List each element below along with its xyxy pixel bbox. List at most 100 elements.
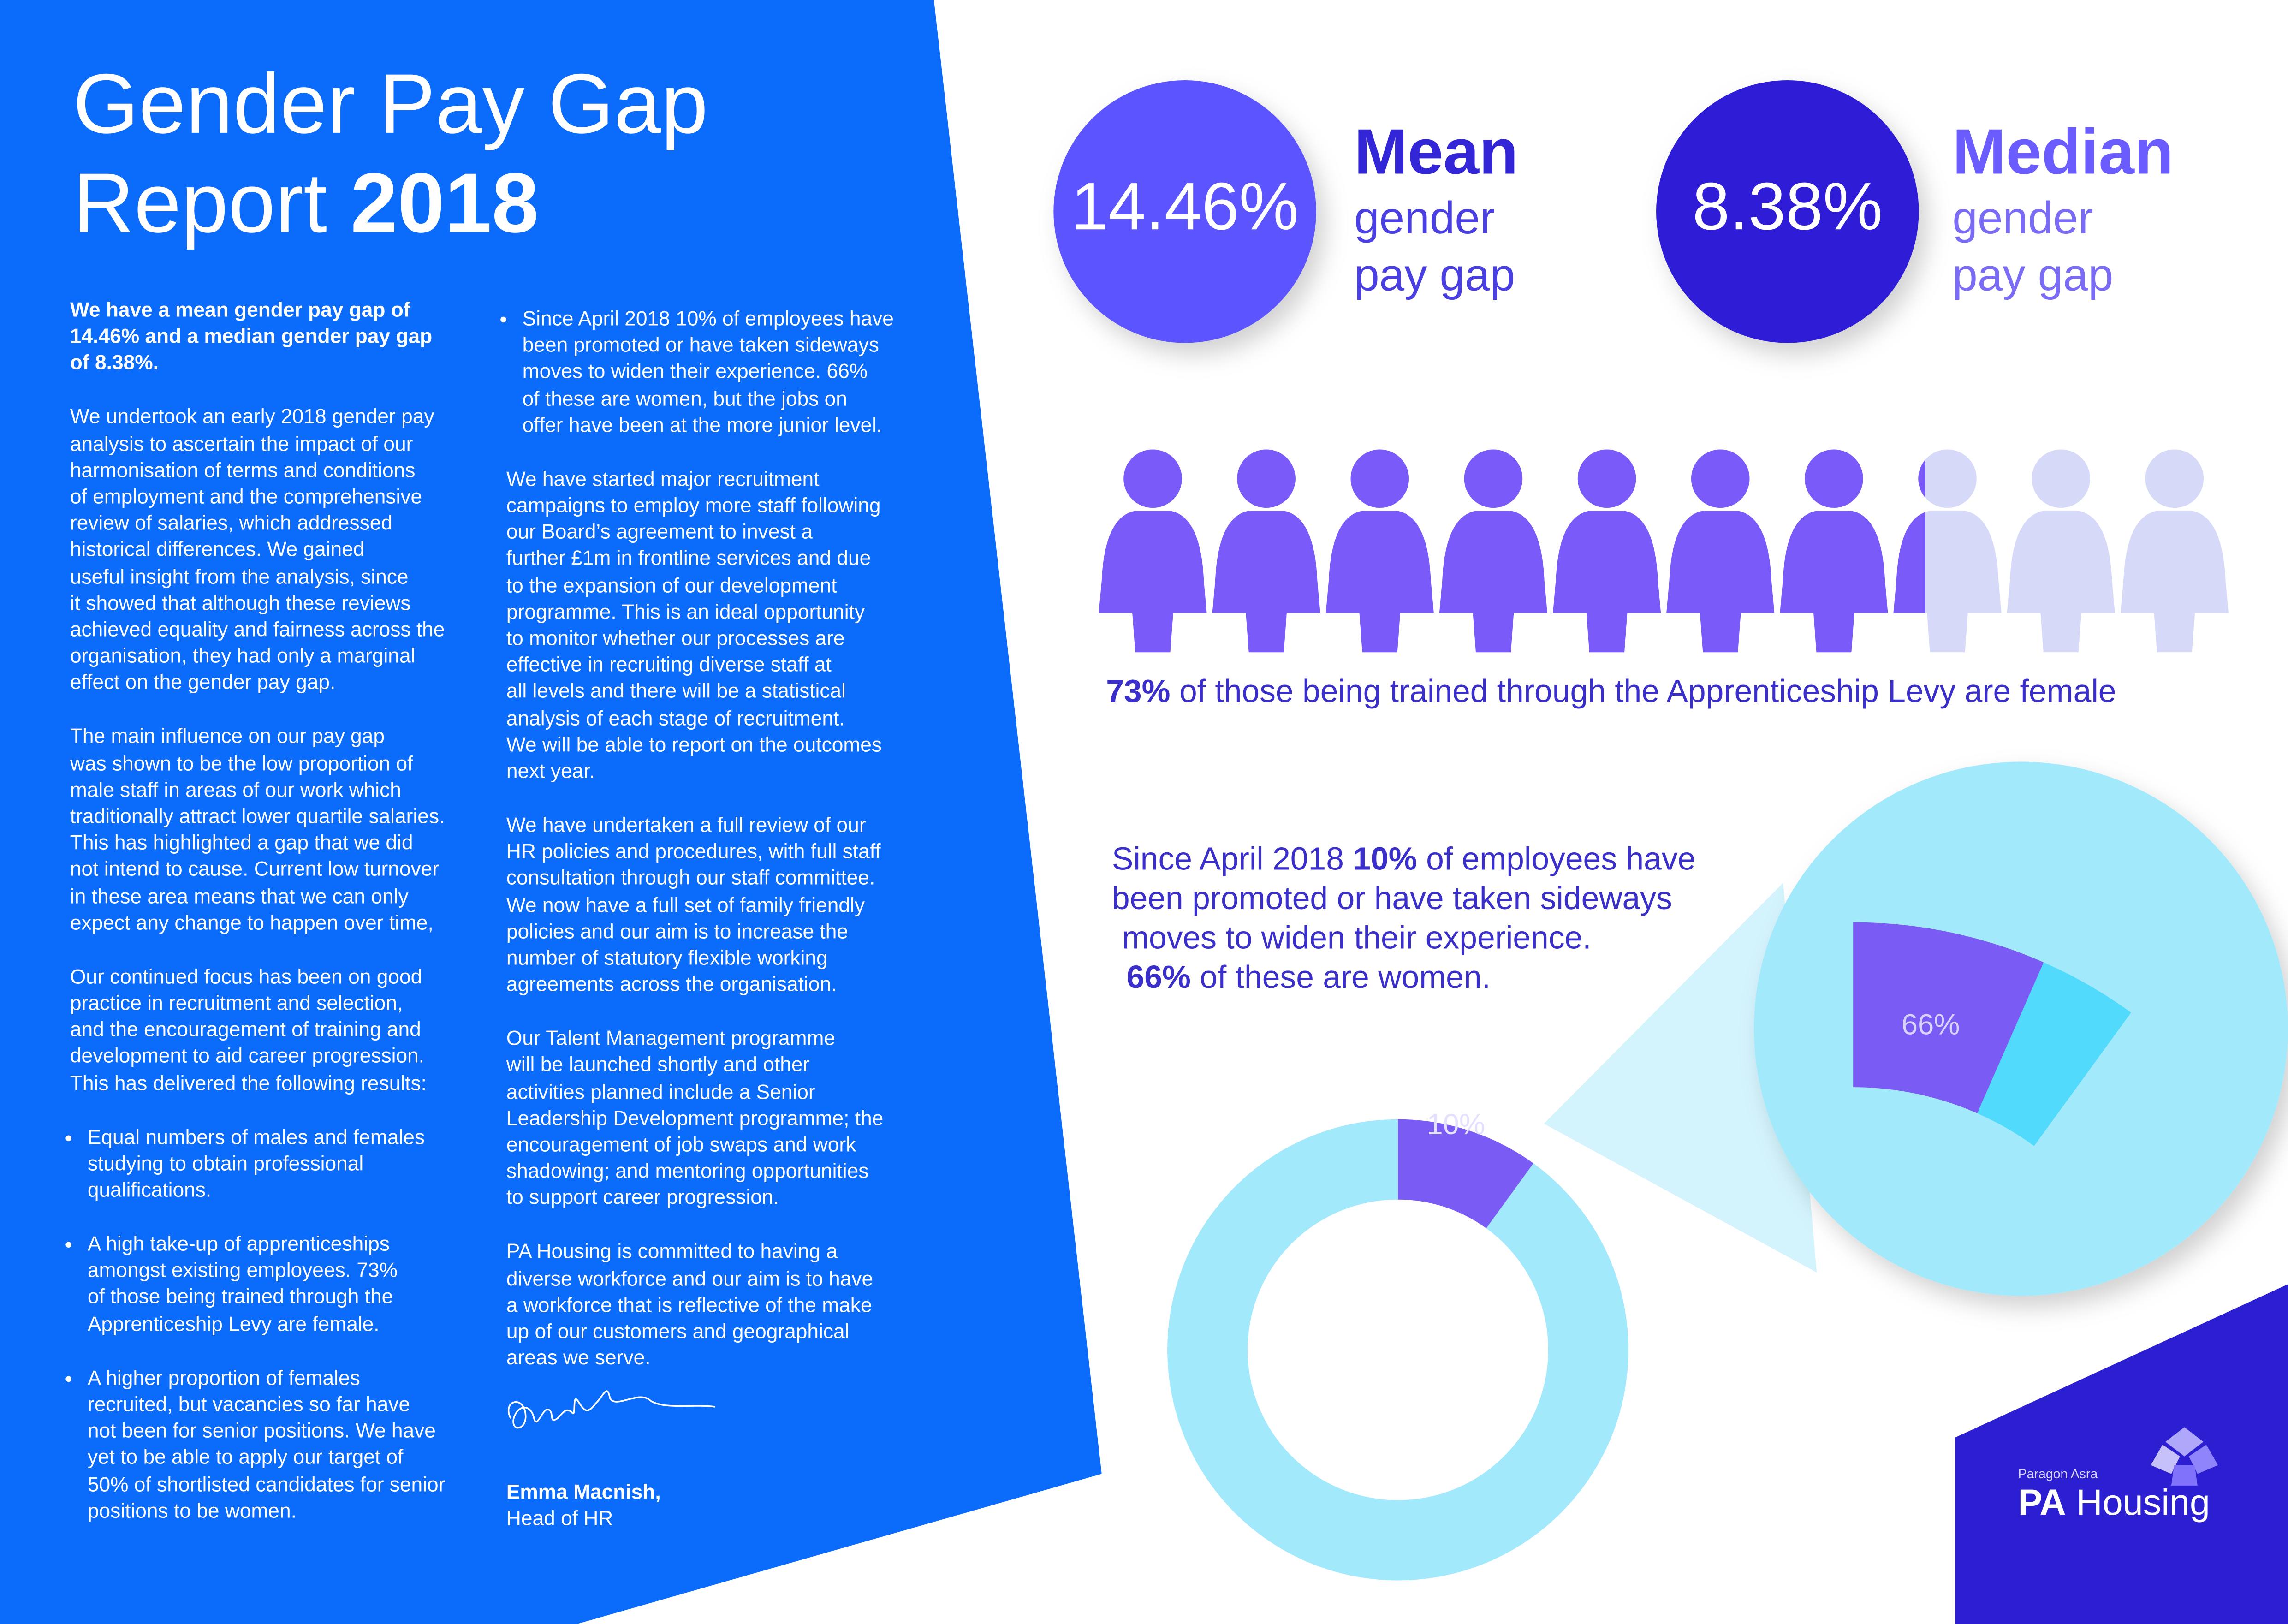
paragraph: PA Housing is committed to having a diver… <box>506 1238 930 1371</box>
text-line: A high take-up of apprenticeships <box>87 1231 390 1255</box>
person-body <box>1439 511 1547 653</box>
donut-chart: 10% <box>1167 1108 1628 1581</box>
text-line: amongst existing employees. 73% <box>87 1258 398 1282</box>
text-line: moves to widen their experience. 66% <box>522 359 868 383</box>
zoom-rest <box>1977 962 2131 1146</box>
logo-tagline: Paragon Asra <box>2018 1466 2098 1481</box>
paragraph: We have undertaken a full review of our H… <box>506 811 930 997</box>
zoom-label: 66% <box>1902 1009 1960 1041</box>
logo-icon <box>2151 1427 2218 1486</box>
text-line: Our Talent Management programme <box>506 1026 836 1050</box>
person-head <box>2032 449 2090 508</box>
text: of these are women. <box>1200 958 1491 995</box>
text-line: next year. <box>506 759 595 782</box>
donut-label: 10% <box>1426 1108 1485 1141</box>
blue-panel <box>0 0 1102 1624</box>
mean-line: pay gap <box>1354 250 1515 301</box>
text-line: not been for senior positions. We have <box>87 1418 436 1442</box>
person-body <box>1099 511 1207 653</box>
person-filled <box>1099 449 1207 653</box>
person-body <box>1780 511 1888 653</box>
text-line: useful insight from the analysis, since <box>70 564 409 588</box>
value: 66% <box>1126 958 1191 995</box>
person-body <box>2120 511 2229 653</box>
person <box>1099 449 1207 653</box>
signature-name: Emma Macnish, <box>506 1480 661 1503</box>
apprenticeship-caption: 73% of those being trained through the A… <box>1106 673 2116 711</box>
text-line: of those being trained through the <box>87 1285 393 1309</box>
text-line: in these area means that we can only <box>70 884 409 907</box>
donut-rest <box>1167 1119 1628 1581</box>
person-filled <box>1666 449 1775 653</box>
title-line: Gender Pay Gap <box>73 57 708 152</box>
person-filled <box>1212 449 1320 653</box>
text-line: Equal numbers of males and females <box>87 1124 425 1148</box>
person-body <box>1666 511 1775 653</box>
text-line: development to aid career progression. <box>70 1044 425 1068</box>
median-value: 8.38% <box>1692 168 1883 244</box>
text: Since April 2018 <box>1111 840 1344 877</box>
bullet-list: Since April 2018 10% of employees have be… <box>506 305 930 438</box>
text-line: programme. This is an ideal opportunity <box>506 599 865 623</box>
text-line: not intend to cause. Current low turnove… <box>70 857 440 881</box>
text-line: HR policies and procedures, with full st… <box>506 839 881 863</box>
text-line: policies and our aim is to increase the <box>506 919 848 943</box>
text-line: qualifications. <box>87 1178 212 1202</box>
person-head <box>2145 449 2204 508</box>
text-line: achieved equality and fairness across th… <box>70 617 445 641</box>
person-body <box>2007 511 2115 653</box>
bullet-list: Equal numbers of males and females studyi… <box>70 1123 493 1523</box>
mean-line: gender <box>1354 192 1495 244</box>
median-circle <box>1656 80 1919 343</box>
zoom-chart: 66% <box>1853 922 2131 1146</box>
zoom-cone <box>1544 883 1817 1273</box>
promotion-text: Since April 2018 10% of employees have b… <box>1112 839 1695 997</box>
text-line: A higher proportion of females <box>87 1365 360 1389</box>
text-line: organisation, they had only a marginal <box>70 644 416 667</box>
text-line: harmonisation of terms and conditions <box>70 458 416 482</box>
bullet: Equal numbers of males and females studyi… <box>88 1123 493 1203</box>
text-line: areas we serve. <box>506 1346 651 1369</box>
text-line: male staff in areas of our work which <box>70 777 401 801</box>
mean-circle <box>1053 80 1316 343</box>
bullet: A higher proportion of females recruited,… <box>88 1364 493 1523</box>
text-line: campaigns to employ more staff following <box>506 493 881 517</box>
median-title: Median <box>1952 117 2174 189</box>
title-word: Report <box>73 156 327 251</box>
text-line: 50% of shortlisted candidates for senior <box>87 1471 446 1495</box>
text-line: yet to be able to apply our target of <box>87 1445 404 1469</box>
text-line: We have undertaken a full review of our <box>506 813 866 837</box>
person-body <box>1553 511 1661 653</box>
text-line: analysis to ascertain the impact of our <box>70 431 413 455</box>
text-line: offer have been at the more junior level… <box>522 412 882 436</box>
text-line: We now have a full set of family friendl… <box>506 892 865 916</box>
value: 10% <box>1353 840 1417 877</box>
person-head <box>1123 449 1182 508</box>
text-line: a workforce that is reflective of the ma… <box>506 1292 872 1316</box>
text-line: number of statutory flexible working <box>506 946 828 970</box>
signature-scribble <box>507 1390 715 1429</box>
person-filled <box>1439 449 1547 653</box>
person-filled <box>1325 449 1434 653</box>
paragraphs: We undertook an early 2018 gender pay ana… <box>70 404 493 1096</box>
signature: Emma Macnish, Head of HR <box>506 1478 661 1531</box>
text-line: expect any change to happen over time, <box>70 910 434 934</box>
paragraph: Our Talent Management programme will be l… <box>506 1025 930 1211</box>
person <box>1893 449 2002 653</box>
text-line: Apprenticeship Levy are female. <box>87 1311 380 1335</box>
promotion-line: moves to widen their experience. <box>1122 919 1592 956</box>
text-line: practice in recruitment and selection, <box>70 991 403 1015</box>
text-line: analysis of each stage of recruitment. <box>506 706 845 729</box>
person-head <box>1918 459 1925 498</box>
text-line: further £1m in frontline services and du… <box>506 546 871 570</box>
text-line: effective in recruiting diverse staff at <box>506 653 832 676</box>
mean-title: Mean <box>1354 117 1518 189</box>
text-line: recruited, but vacancies so far have <box>87 1392 410 1416</box>
person-body <box>1893 512 1925 613</box>
text-line: PA Housing is committed to having a <box>506 1239 838 1263</box>
promotion-line: been promoted or have taken sideways <box>1111 880 1672 916</box>
person-head <box>1350 449 1409 508</box>
caption-text: of those being trained through the Appre… <box>1179 672 2116 709</box>
text-line: encouragement of job swaps and work <box>506 1132 856 1156</box>
